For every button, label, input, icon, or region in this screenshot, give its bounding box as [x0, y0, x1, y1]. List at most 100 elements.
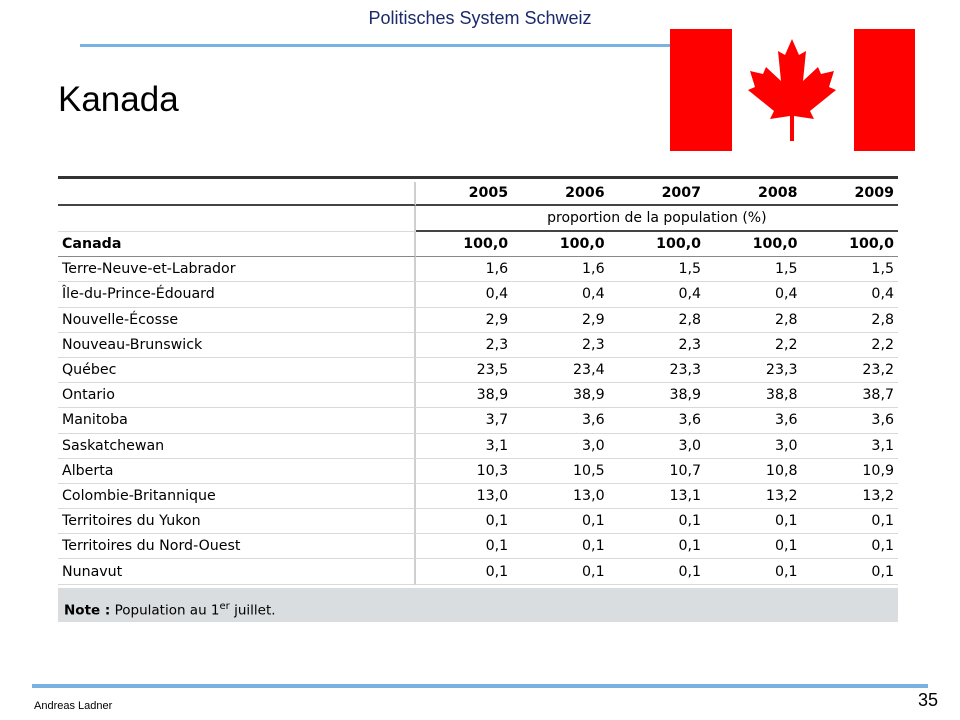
value-cell: 0,1 [415, 534, 513, 560]
value-cell: 0,1 [512, 534, 609, 560]
value-cell: 1,5 [801, 257, 898, 283]
value-cell: 1,5 [705, 257, 802, 283]
value-cell: 0,4 [512, 282, 609, 308]
value-cell: 2,2 [705, 333, 802, 358]
value-cell: 38,9 [608, 383, 706, 409]
value-cell: 100,0 [608, 232, 706, 258]
value-cell: 2,8 [608, 308, 706, 333]
value-cell: 2,3 [415, 333, 513, 358]
value-cell: 0,1 [415, 559, 513, 585]
row-label: Terre-Neuve-et-Labrador [58, 257, 416, 283]
value-cell: 2,2 [801, 333, 898, 358]
row-label: Île-du-Prince-Édouard [58, 282, 416, 308]
note-tail: juillet. [234, 602, 276, 619]
page-number: 35 [917, 690, 938, 710]
value-cell: 0,1 [415, 509, 513, 535]
value-cell: 0,4 [705, 282, 802, 308]
value-cell: 10,8 [705, 459, 802, 484]
row-label: Nunavut [58, 559, 416, 585]
value-cell: 13,2 [705, 484, 802, 510]
value-cell: 3,6 [705, 408, 802, 434]
table-row: Saskatchewan 3,1 3,0 3,0 3,0 3,1 [58, 433, 898, 459]
value-cell: 3,6 [608, 408, 706, 434]
row-label: Canada [58, 232, 416, 258]
table-row: Nouveau-Brunswick 2,3 2,3 2,3 2,2 2,2 [58, 332, 898, 358]
value-cell: 13,2 [801, 484, 898, 510]
value-cell: 0,1 [705, 509, 802, 535]
value-cell: 2,3 [512, 333, 609, 358]
header-blank-cell [58, 182, 416, 206]
row-label: Territoires du Yukon [58, 509, 416, 535]
value-cell: 100,0 [415, 232, 513, 258]
note-superscript: er [219, 601, 230, 612]
row-label: Québec [58, 357, 416, 384]
year-header-row: 2005 2006 2007 2008 2009 [58, 182, 898, 206]
value-cell: 3,1 [801, 434, 898, 459]
value-cell: 10,5 [512, 459, 609, 484]
table-row: Terre-Neuve-et-Labrador 1,6 1,6 1,5 1,5 1,5 [58, 257, 898, 283]
row-label: Manitoba [58, 408, 416, 434]
value-cell: 100,0 [801, 232, 898, 258]
unit-label: proportion de la population (%) [415, 206, 898, 232]
value-cell: 38,8 [705, 383, 802, 409]
value-cell: 3,7 [415, 408, 513, 434]
row-label: Nouvelle-Écosse [58, 307, 416, 333]
footer-divider [32, 684, 928, 688]
flag-left-band [670, 29, 732, 151]
value-cell: 2,8 [705, 308, 802, 333]
value-cell: 0,1 [801, 559, 898, 585]
value-cell: 0,4 [801, 282, 898, 308]
value-cell: 23,3 [705, 358, 802, 384]
year-2005: 2005 [415, 182, 513, 206]
value-cell: 0,4 [415, 282, 513, 308]
table-row: Canada 100,0 100,0 100,0 100,0 100,0 [58, 232, 898, 258]
value-cell: 38,7 [801, 383, 898, 409]
value-cell: 0,1 [705, 534, 802, 560]
value-cell: 1,6 [415, 257, 513, 283]
table-row: Alberta 10,3 10,5 10,7 10,8 10,9 [58, 458, 898, 484]
value-cell: 100,0 [512, 232, 609, 258]
table-row: Territoires du Yukon 0,1 0,1 0,1 0,1 0,1 [58, 509, 898, 535]
maple-leaf-icon [748, 39, 836, 141]
value-cell: 0,1 [801, 509, 898, 535]
value-cell: 3,6 [801, 408, 898, 434]
table-row: Nunavut 0,1 0,1 0,1 0,1 0,1 [58, 559, 898, 585]
row-label: Saskatchewan [58, 433, 416, 459]
value-cell: 3,6 [512, 408, 609, 434]
value-cell: 3,0 [608, 434, 706, 459]
value-cell: 0,1 [512, 509, 609, 535]
value-cell: 0,4 [608, 282, 706, 308]
table-note: Note : Population au 1er juillet. [58, 588, 898, 622]
value-cell: 0,1 [608, 509, 706, 535]
value-cell: 13,1 [608, 484, 706, 510]
note-label: Note : [64, 602, 111, 619]
data-table: 2005 2006 2007 2008 2009 proportion de l… [58, 182, 898, 585]
value-cell: 13,0 [415, 484, 513, 510]
row-label: Nouveau-Brunswick [58, 332, 416, 358]
table-row: Manitoba 3,7 3,6 3,6 3,6 3,6 [58, 408, 898, 434]
unit-row: proportion de la population (%) [58, 206, 898, 232]
value-cell: 1,5 [608, 257, 706, 283]
year-2008: 2008 [705, 182, 802, 206]
flag-right-band [854, 29, 915, 151]
value-cell: 10,7 [608, 459, 706, 484]
value-cell: 1,6 [512, 257, 609, 283]
table-row: Colombie-Britannique 13,0 13,0 13,1 13,2 13,2 [58, 483, 898, 510]
value-cell: 2,9 [415, 308, 513, 333]
value-cell: 0,1 [608, 534, 706, 560]
unit-blank-cell [58, 206, 416, 232]
value-cell: 2,8 [801, 308, 898, 333]
value-cell: 0,1 [608, 559, 706, 585]
slide-title: Kanada [58, 80, 179, 119]
value-cell: 10,3 [415, 459, 513, 484]
row-label: Colombie-Britannique [58, 483, 416, 510]
table-row: Nouvelle-Écosse 2,9 2,9 2,8 2,8 2,8 [58, 307, 898, 333]
header-divider [80, 44, 680, 47]
value-cell: 13,0 [512, 484, 609, 510]
value-cell: 38,9 [512, 383, 609, 409]
value-cell: 3,0 [512, 434, 609, 459]
value-cell: 10,9 [801, 459, 898, 484]
note-body: Population au 1 [114, 602, 220, 619]
value-cell: 23,2 [801, 358, 898, 384]
row-label: Territoires du Nord-Ouest [58, 534, 416, 560]
